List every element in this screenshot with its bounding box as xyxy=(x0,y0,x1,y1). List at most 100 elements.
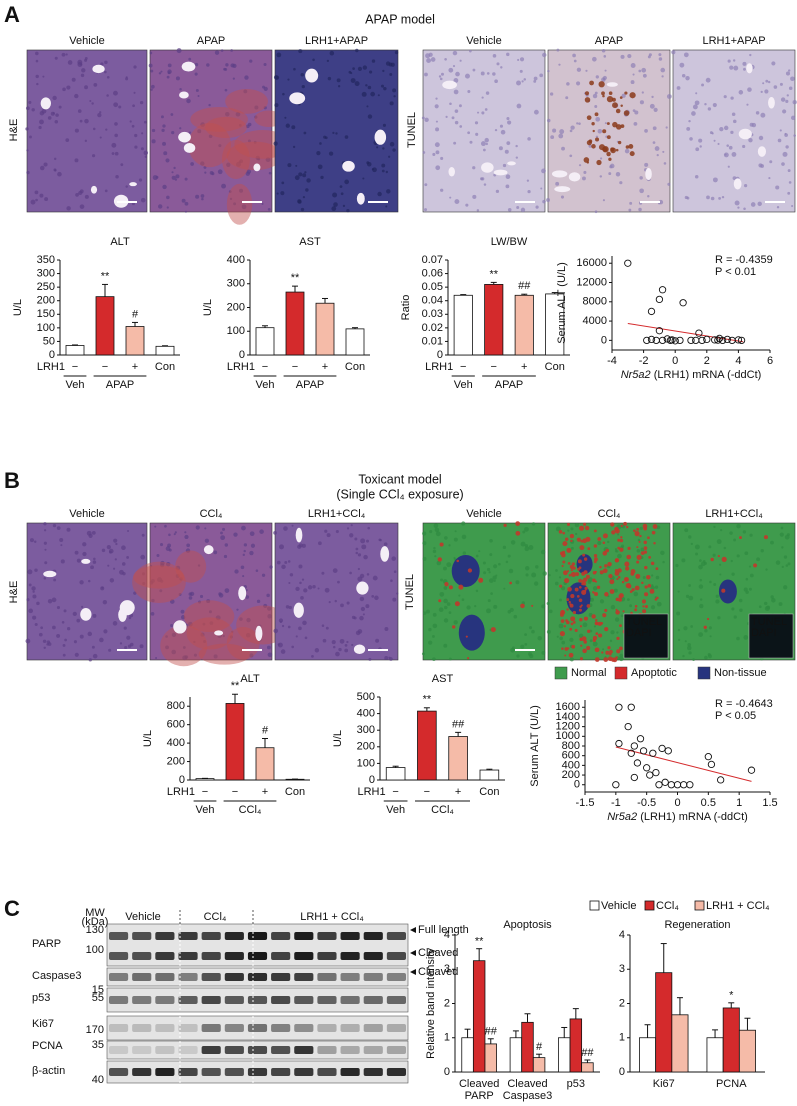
tissue-texture xyxy=(35,74,39,79)
apoptotic-area xyxy=(594,592,599,597)
tunel-positive xyxy=(615,108,621,114)
panel-title: Toxicant model xyxy=(358,472,441,486)
tissue-texture xyxy=(66,85,71,90)
scatter-point xyxy=(698,336,706,345)
tissue-texture xyxy=(727,165,730,168)
tissue-texture xyxy=(749,573,754,578)
tissue-texture xyxy=(694,100,700,106)
tissue-texture xyxy=(281,624,285,628)
tissue-texture xyxy=(587,577,593,582)
tissue-texture xyxy=(764,606,770,612)
tissue-texture xyxy=(500,129,506,135)
tissue-texture xyxy=(644,162,649,167)
tissue-texture xyxy=(787,169,791,173)
tissue-texture xyxy=(329,50,335,56)
legend-label: Normal xyxy=(571,667,606,679)
bar xyxy=(315,302,335,356)
tissue-texture xyxy=(229,635,233,639)
tissue-texture xyxy=(366,105,369,108)
bar xyxy=(95,296,115,356)
tissue-texture xyxy=(775,560,781,565)
apoptotic-area xyxy=(559,584,563,588)
apoptotic-area xyxy=(565,619,569,623)
tissue-texture xyxy=(435,165,441,171)
tissue-texture xyxy=(535,205,539,209)
x-tick-label: − xyxy=(72,361,78,373)
tissue-texture xyxy=(361,544,367,550)
tissue-texture xyxy=(776,205,780,209)
tissue-texture xyxy=(531,522,536,526)
apoptotic-area xyxy=(604,592,609,597)
apoptotic-area xyxy=(566,547,572,553)
tissue-texture xyxy=(588,612,593,617)
scatter-point xyxy=(707,760,716,769)
tunel-positive xyxy=(606,122,610,126)
legend-swatch xyxy=(644,900,655,911)
tunel-positive xyxy=(591,144,596,149)
y-tick-label: 0.04 xyxy=(422,295,443,307)
tunel-positive xyxy=(601,91,605,96)
tissue-texture xyxy=(744,551,749,556)
tissue-texture xyxy=(133,591,137,595)
tissue-texture xyxy=(243,549,246,553)
tissue-texture xyxy=(43,529,47,532)
apoptotic-area xyxy=(570,616,576,622)
tissue-texture xyxy=(150,69,154,73)
tissue-texture xyxy=(630,80,635,85)
tissue-texture xyxy=(328,151,334,156)
scatter-point xyxy=(615,703,623,711)
tissue-texture xyxy=(84,85,88,90)
necrosis-area xyxy=(221,139,250,180)
blot-band xyxy=(271,1024,291,1032)
blot-band xyxy=(363,1046,383,1054)
tissue-texture xyxy=(595,75,599,79)
image-label: LRH1+APAP xyxy=(305,35,368,47)
vessel xyxy=(733,178,742,190)
apoptotic-area xyxy=(630,611,633,615)
tissue-texture xyxy=(745,590,749,594)
tissue-texture xyxy=(321,571,325,575)
non-tissue-area xyxy=(451,554,480,587)
tissue-texture xyxy=(378,538,382,542)
tissue-texture xyxy=(326,59,330,63)
mw-value: 130 xyxy=(86,924,104,936)
apoptotic-area xyxy=(614,570,620,576)
tissue-texture xyxy=(686,126,691,131)
tissue-texture xyxy=(785,564,789,567)
apoptotic-area xyxy=(602,551,608,556)
tissue-texture xyxy=(38,125,42,130)
apoptotic-area xyxy=(583,640,587,644)
scatter-point xyxy=(639,747,648,755)
tissue-texture xyxy=(62,87,66,92)
tissue-texture xyxy=(609,165,613,169)
tissue-texture xyxy=(750,202,756,207)
tissue-texture xyxy=(592,641,598,647)
y-tick-label: 400 xyxy=(562,759,580,771)
y-tick-label: 0.05 xyxy=(422,281,443,293)
tissue-texture xyxy=(464,73,470,79)
row-label: LRH1 xyxy=(425,361,453,373)
tissue-texture xyxy=(432,612,437,617)
vessel xyxy=(80,607,92,621)
tissue-texture xyxy=(701,83,704,87)
tissue-texture xyxy=(61,620,65,624)
panel-subtitle: (Single CCl₄ exposure) xyxy=(336,487,463,501)
panel-title: APAP model xyxy=(365,12,435,26)
tissue-texture xyxy=(217,169,223,175)
tissue-texture xyxy=(249,653,254,658)
tissue-texture xyxy=(92,653,98,659)
tissue-texture xyxy=(573,59,577,63)
apoptotic-area xyxy=(597,537,602,541)
tissue-texture xyxy=(92,127,96,131)
blot-band xyxy=(178,1068,198,1076)
apoptotic-area xyxy=(620,536,623,539)
tissue-texture xyxy=(269,565,273,569)
bar xyxy=(581,1062,594,1073)
tissue-texture xyxy=(134,145,138,149)
tissue-texture xyxy=(744,184,748,188)
tissue-texture xyxy=(639,176,643,180)
tissue-texture xyxy=(44,548,47,551)
blot-band xyxy=(224,1068,244,1076)
panel-label: B xyxy=(4,468,20,493)
blot-band xyxy=(294,1046,314,1054)
